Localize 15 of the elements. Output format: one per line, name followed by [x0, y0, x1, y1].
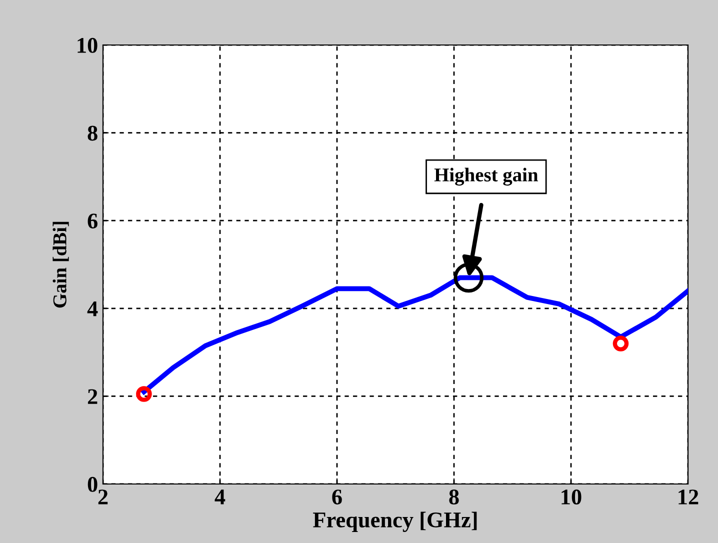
y-tick-label: 2: [88, 389, 98, 404]
x-tick-label: 12: [678, 490, 698, 504]
x-tick-label: 6: [332, 490, 342, 504]
y-tick-label: 6: [88, 214, 98, 229]
x-axis-title: Frequency [GHz]: [313, 512, 477, 532]
x-tick-label: 2: [98, 490, 108, 504]
y-tick-label: 0: [88, 476, 98, 492]
x-tick-label: 4: [214, 490, 226, 504]
y-tick-label: 4: [87, 301, 98, 316]
x-tick-label: 8: [449, 490, 459, 504]
y-tick-label: 10: [78, 38, 98, 53]
annotation: Highest gain: [434, 168, 538, 186]
x-tick-label: 10: [562, 490, 582, 504]
y-tick-label: 8: [88, 126, 98, 141]
y-axis-title: Gain [dBi]: [52, 222, 69, 308]
